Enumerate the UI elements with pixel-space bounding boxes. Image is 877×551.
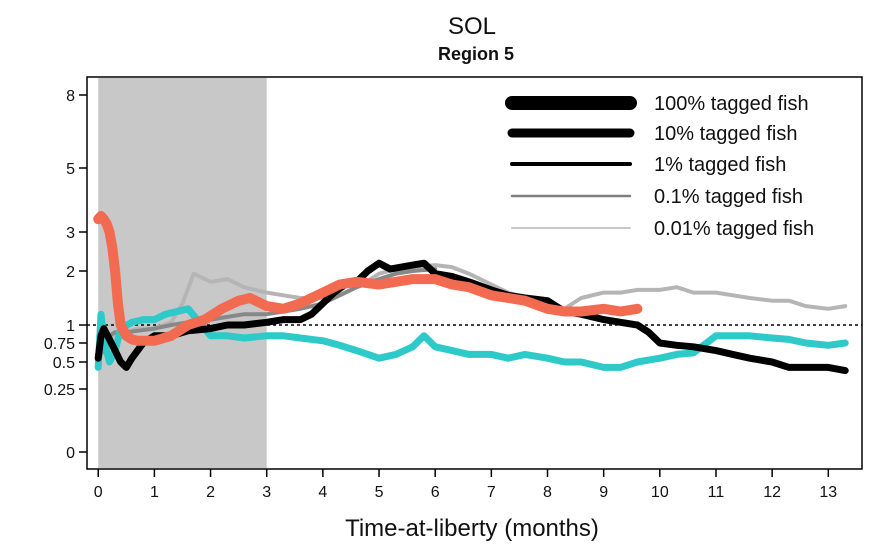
chart-subtitle: Region 5: [438, 44, 514, 64]
x-tick-label: 9: [599, 484, 608, 501]
y-tick-label: 0.25: [44, 382, 75, 399]
x-tick-label: 7: [487, 484, 496, 501]
y-tick-label: 2: [66, 264, 75, 281]
y-tick-label: 5: [66, 161, 75, 178]
x-tick-label: 5: [375, 484, 384, 501]
y-tick-label: 1: [66, 318, 75, 335]
y-tick-label: 0.5: [53, 355, 75, 372]
x-axis-label: Time-at-liberty (months): [345, 515, 599, 542]
x-tick-label: 4: [318, 484, 327, 501]
y-tick-label: 0: [66, 445, 75, 462]
x-tick-label: 8: [543, 484, 552, 501]
legend-label: 1% tagged fish: [654, 154, 786, 176]
chart-title: SOL: [448, 13, 496, 40]
x-tick-label: 10: [651, 484, 669, 501]
legend-label: 0.01% tagged fish: [654, 218, 814, 240]
x-tick-label: 13: [819, 484, 837, 501]
x-tick-label: 1: [150, 484, 159, 501]
legend-label: 0.1% tagged fish: [654, 186, 803, 208]
x-tick-label: 11: [708, 484, 725, 501]
y-tick-label: 0.75: [44, 336, 75, 353]
legend-label: 100% tagged fish: [654, 93, 809, 115]
y-tick-label: 3: [66, 225, 75, 242]
x-tick-label: 2: [206, 484, 215, 501]
plot-frame: [86, 76, 863, 470]
x-tick-label: 6: [431, 484, 440, 501]
series-line-4: [93, 211, 643, 346]
x-tick-label: 0: [94, 484, 103, 501]
y-tick-label: 8: [66, 88, 75, 105]
legend-label: 10% tagged fish: [654, 123, 797, 145]
x-tick-label: 3: [262, 484, 271, 501]
series-line-0: [96, 263, 848, 361]
legend: 100% tagged fish 10% tagged fish 1% tagged…: [505, 93, 814, 240]
shaded-region: [98, 78, 267, 468]
x-tick-label: 12: [763, 484, 781, 501]
